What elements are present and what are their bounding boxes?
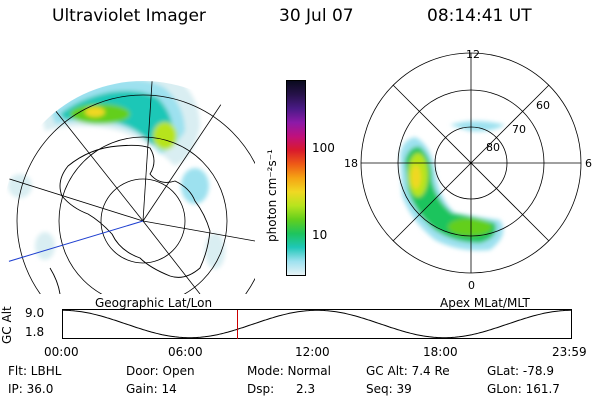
altitude-tick-max: 9.0 <box>25 306 45 320</box>
mlat-label-60: 60 <box>536 99 550 112</box>
time-tick-0000: 00:00 <box>44 345 79 359</box>
time-tick-1800: 18:00 <box>423 345 458 359</box>
glon-status: GLon: 161.7 <box>487 382 560 396</box>
mlt-label-6: 6 <box>585 157 592 170</box>
aurora-emission-geographic <box>8 81 225 269</box>
coastline <box>59 144 211 278</box>
time-tick-2359: 23:59 <box>552 345 587 359</box>
dsp-label: Dsp: <box>247 382 275 396</box>
colorbar-tick-10: 10 <box>312 228 328 242</box>
altitude-strip-plot <box>62 309 572 339</box>
latitude-circles <box>3 81 255 294</box>
door-status: Door: Open <box>126 364 195 378</box>
colorbar-tick-100: 100 <box>312 141 335 155</box>
mlat-label-70: 70 <box>512 123 526 136</box>
geographic-label: Geographic Lat/Lon <box>95 296 213 310</box>
ip-status: IP: 36.0 <box>8 382 54 396</box>
magnetic-label: Apex MLat/MLT <box>440 296 530 310</box>
colorbar-unit-label: photon cm⁻²s⁻¹ <box>265 149 279 242</box>
mlt-label-12: 12 <box>466 48 480 61</box>
dsp-value: 2.3 <box>296 382 316 396</box>
filter-status: Flt: LBHL <box>8 364 62 378</box>
instrument-title: Ultraviolet Imager <box>52 6 206 26</box>
sequence-status: Seq: 39 <box>366 382 412 396</box>
gain-status: Gain: 14 <box>126 382 177 396</box>
mlt-label-18: 18 <box>344 157 358 170</box>
mlt-grid-lines <box>361 53 581 273</box>
time-tick-0600: 06:00 <box>168 345 203 359</box>
geographic-map <box>3 81 255 294</box>
terminator-line <box>3 220 144 265</box>
mlat-label-80: 80 <box>486 141 500 154</box>
color-scale-bar <box>286 80 306 276</box>
altitude-axis-label: GC Alt <box>0 306 14 344</box>
image-date: 30 Jul 07 <box>279 6 354 26</box>
aurora-emission-magnetic <box>400 121 505 251</box>
magnetic-polar-plot: 12 18 6 0 60 70 80 <box>344 48 592 292</box>
altitude-tick-min: 1.8 <box>25 325 45 339</box>
altitude-curve <box>62 309 572 339</box>
glat-status: GLat: -78.9 <box>487 364 554 378</box>
mode-status: Mode: Normal <box>247 364 331 378</box>
meridian-lines <box>3 81 255 294</box>
mlt-label-0: 0 <box>468 279 475 292</box>
gc-altitude-status: GC Alt: 7.4 Re <box>366 364 450 378</box>
time-tick-1200: 12:00 <box>295 345 330 359</box>
image-time: 08:14:41 UT <box>427 6 532 26</box>
